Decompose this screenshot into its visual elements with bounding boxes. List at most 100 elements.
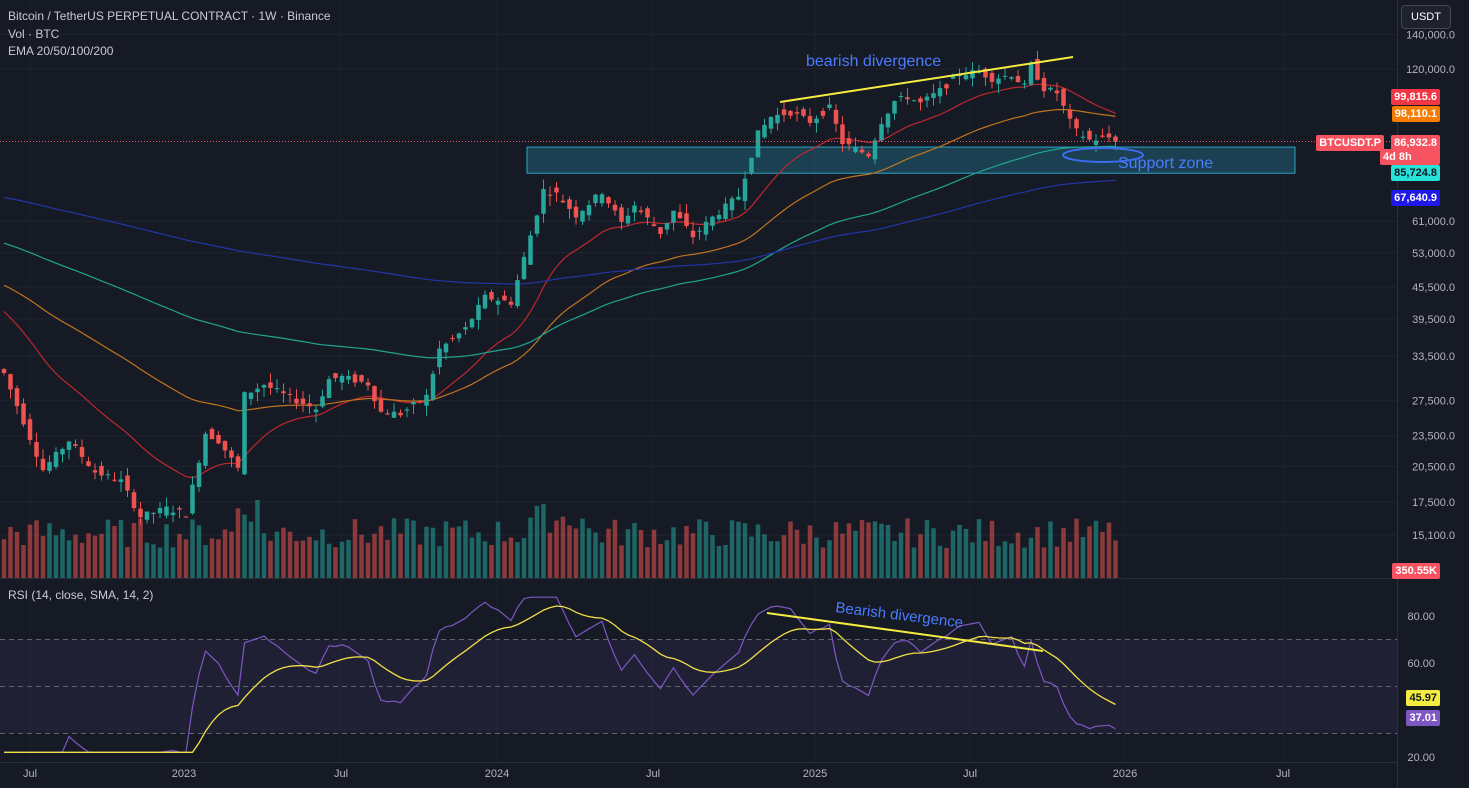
candle-body [749,157,754,174]
volume-bar [619,545,624,578]
candle-body [820,110,826,116]
symbol-tag: BTCUSDT.P [1316,135,1384,151]
candle-body [684,213,689,226]
candle-body [391,411,397,418]
volume-bar [534,505,540,578]
x-tick-label: Jul [334,768,348,780]
candle-body [762,124,767,138]
y-tick-label: 53,000.0 [1412,248,1455,260]
candle-body [79,447,85,457]
support-zone-label: Support zone [1118,155,1213,172]
candle-body [216,435,221,444]
volume-bar [151,544,156,578]
volume-bar [47,523,52,578]
volume-bar [755,524,761,578]
candle-body [105,474,111,476]
volume-bar [1022,547,1027,578]
volume-bar [937,545,943,578]
volume-bar [1015,532,1021,578]
volume-bar [222,529,228,578]
volume-bar [827,540,832,578]
candle-body [742,178,748,202]
volume-bar [196,525,202,578]
volume-bar [781,535,787,578]
candle-body [47,462,52,471]
volume-bar [788,521,793,578]
volume-bar [14,531,20,578]
candle-body [996,78,1001,84]
volume-bar [515,542,520,578]
volume-bar [775,541,780,578]
volume-bar [814,537,819,578]
candle-body [196,462,202,487]
candle-body [983,68,988,78]
volume-bar [950,530,956,578]
volume-bar [762,534,767,578]
volume-bar [190,519,195,578]
candle-body [801,109,806,116]
volume-bar [560,516,566,578]
candle-body [872,140,878,160]
volume-bar [612,519,618,578]
candle-body [34,442,39,457]
candle-body [1093,140,1099,145]
candle-body [411,402,416,405]
rsi-tick-label: 80.00 [1407,611,1435,623]
volume-bar [404,518,410,578]
volume-bar [391,518,397,578]
candle-body [164,506,169,516]
candle-body [60,448,65,455]
candle-body [378,398,384,412]
volume-bar [651,529,657,578]
candle-body [853,147,858,153]
volume-bar [125,546,130,578]
rsi-tick-label: 20.00 [1407,752,1435,764]
candle-body [424,394,429,406]
last-price-tag: 86,932.8 [1391,135,1440,151]
candle-body [723,203,728,219]
volume-bar [1074,518,1079,578]
candle-body [183,516,189,518]
candle-body [586,205,592,216]
volume-bar [489,544,494,578]
volume-bar [586,528,592,578]
volume-bar [27,524,33,578]
candle-body [248,392,254,399]
candle-body [1028,62,1034,85]
volume-tag: 350.55K [1392,563,1440,579]
y-tick-label: 20,500.0 [1412,461,1455,473]
candle-body [703,221,709,235]
candle-body [1074,119,1079,129]
volume-bar [508,537,514,578]
volume-bar [261,533,267,578]
candle-body [40,458,46,471]
ema200-line [3,179,1116,285]
volume-bar [989,520,995,578]
candle-body [1041,78,1047,92]
volume-bar [1080,536,1086,578]
volume-bar [326,543,332,578]
candle-body [456,333,462,339]
currency-unit-button[interactable]: USDT [1401,5,1451,29]
y-tick-label: 140,000.0 [1406,29,1455,41]
volume-bar [1100,531,1105,578]
volume-bar [1087,526,1092,578]
x-tick-label: Jul [1276,768,1290,780]
volume-bar [749,536,754,578]
candle-body [866,153,871,157]
volume-bar [157,547,163,578]
volume-bar [1054,546,1060,578]
volume-bar [456,526,462,578]
volume-bar [658,543,663,578]
candle-body [1009,77,1014,79]
candle-body [898,95,904,97]
volume-bar [723,544,728,578]
volume-bar [1002,541,1008,578]
volume-bar [645,547,650,578]
volume-bar [593,532,598,578]
volume-bar [183,539,189,578]
y-tick-label: 45,500.0 [1412,282,1455,294]
volume-bar [638,529,644,578]
volume-bar [1041,547,1047,578]
